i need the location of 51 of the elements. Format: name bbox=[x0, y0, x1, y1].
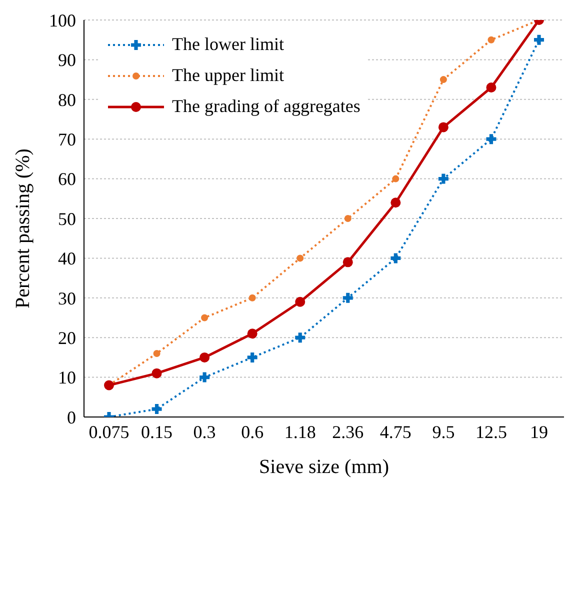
x-tick-label: 19 bbox=[530, 422, 548, 442]
legend-label: The lower limit bbox=[172, 34, 284, 55]
point bbox=[390, 253, 401, 264]
x-tick-label: 0.15 bbox=[141, 422, 173, 442]
y-tick-label: 40 bbox=[58, 248, 76, 269]
y-tick-label: 20 bbox=[58, 328, 76, 348]
x-axis-title: Sieve size (mm) bbox=[259, 456, 389, 478]
x-tick-label: 0.3 bbox=[193, 422, 216, 442]
point bbox=[486, 82, 496, 92]
y-tick-label: 60 bbox=[58, 169, 76, 190]
point bbox=[295, 296, 306, 307]
y-tick-label: 80 bbox=[58, 90, 76, 110]
x-tick-label: 4.75 bbox=[380, 422, 412, 442]
point bbox=[488, 36, 495, 44]
point bbox=[296, 254, 304, 262]
point bbox=[152, 368, 162, 378]
point bbox=[438, 174, 448, 184]
point bbox=[534, 34, 544, 45]
y-tick-label: 10 bbox=[58, 368, 76, 388]
point bbox=[438, 122, 448, 132]
point bbox=[486, 134, 496, 144]
point bbox=[247, 328, 258, 339]
point bbox=[342, 292, 353, 303]
point bbox=[295, 332, 306, 343]
y-tick-label: 100 bbox=[49, 10, 76, 30]
legend-label: The upper limit bbox=[172, 65, 284, 86]
x-tick-label: 9.5 bbox=[432, 422, 455, 442]
point bbox=[200, 372, 210, 382]
x-tick-label: 0.075 bbox=[88, 422, 130, 442]
point bbox=[201, 314, 208, 322]
y-tick-label: 50 bbox=[58, 208, 76, 229]
point bbox=[153, 350, 160, 357]
x-tick-label: 1.18 bbox=[284, 422, 316, 442]
y-tick-label: 70 bbox=[58, 129, 76, 150]
x-tick-label: 12.5 bbox=[475, 422, 507, 442]
y-axis-title: Percent passing (%) bbox=[12, 148, 34, 308]
point bbox=[247, 352, 258, 362]
x-tick-label: 0.6 bbox=[241, 422, 264, 442]
point bbox=[248, 294, 256, 302]
point bbox=[200, 352, 210, 362]
y-tick-label: 30 bbox=[58, 288, 76, 308]
y-tick-label: 90 bbox=[58, 50, 76, 70]
legend-label: The grading of aggregates bbox=[172, 96, 360, 117]
y-tick-label: 0 bbox=[67, 407, 76, 428]
point bbox=[392, 175, 400, 182]
point bbox=[342, 257, 353, 268]
point bbox=[152, 404, 162, 414]
point bbox=[390, 198, 401, 208]
x-tick-label: 2.36 bbox=[332, 422, 364, 442]
point bbox=[344, 215, 352, 222]
point bbox=[440, 76, 447, 84]
